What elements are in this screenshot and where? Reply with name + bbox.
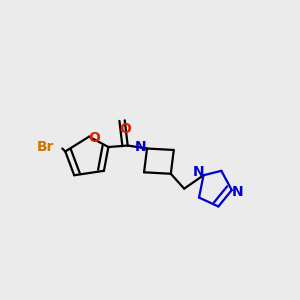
Text: N: N <box>193 165 205 179</box>
Text: O: O <box>88 131 101 145</box>
Text: O: O <box>119 122 131 136</box>
Text: N: N <box>135 140 146 154</box>
Text: N: N <box>232 184 244 199</box>
Text: Br: Br <box>37 140 54 154</box>
